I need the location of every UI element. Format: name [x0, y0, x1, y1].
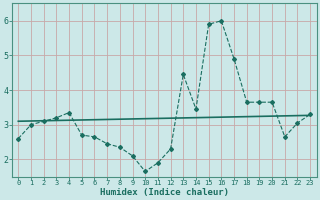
X-axis label: Humidex (Indice chaleur): Humidex (Indice chaleur) [100, 188, 229, 197]
